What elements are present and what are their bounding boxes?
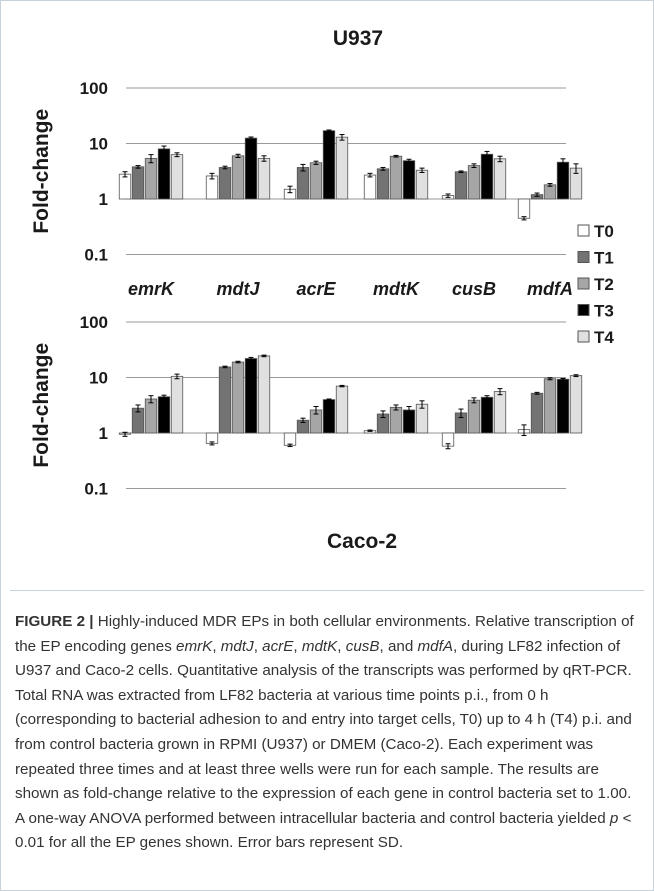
legend-swatch-t3 [577,304,590,316]
caption-italic-term: mdtJ [220,637,254,655]
bar-t4-mdtK [415,169,429,200]
category-label-cusB: cusB [452,279,496,299]
bar-t3-mdtK [402,160,416,200]
category-label-mdtJ: mdtJ [216,279,260,299]
y-tick-label: 0.1 [84,246,108,265]
caption-divider [10,590,644,591]
bar-t2-mdtK [389,155,403,200]
bar-t0-emrK [118,173,132,200]
figure-charts: U937 0.1 1 10 100 Fold-change emrK mdtJ acrE mdtK… [30,27,614,553]
legend-swatch-t1 [577,251,590,263]
bar-t4-mdtJ [257,355,271,434]
bar-t4-acrE [335,385,349,434]
y-tick-label: 10 [89,135,108,154]
bar-t1-mdtK [376,168,390,200]
bar-t3-mdfA [556,378,570,434]
category-label-emrK: emrK [128,279,176,299]
bar-t4-emrK [170,154,184,200]
bar-t2-emrK [144,157,158,200]
bar-t0-mdtK [363,174,377,200]
legend-swatch-t2 [577,277,590,290]
bar-t1-emrK [131,166,145,200]
legend-label-t1: T1 [594,249,614,268]
caption-body: Highly-induced MDR EPs in both cellular … [15,613,634,851]
y-tick-label: 100 [80,313,108,332]
bar-t3-emrK [157,148,171,200]
bar-t2-mdfA [543,184,557,200]
figure-label: FIGURE 2 | [15,613,94,630]
bar-t1-mdfA [530,392,544,434]
category-label-mdtK: mdtK [373,279,421,299]
bar-t1-acrE [296,167,310,200]
bar-t2-emrK [144,398,158,434]
legend-swatch-t0 [577,224,590,237]
bar-t0-mdfA [517,198,531,219]
bar-t3-cusB [480,396,494,434]
bar-t0-acrE [283,432,297,446]
caption-text: , [212,637,221,655]
bar-t3-mdtJ [244,137,258,200]
caption-text: , and [379,637,418,655]
caption-italic-term: acrE [262,637,294,655]
legend-swatch-t4 [577,330,590,343]
bar-t4-cusB [493,391,507,434]
legend-label-t3: T3 [594,302,614,321]
bar-t3-emrK [157,396,171,434]
legend-label-t0: T0 [594,222,614,241]
bar-t2-cusB [467,399,481,434]
y-axis-label: Fold-change [30,109,53,234]
bar-t2-mdtK [389,406,403,434]
bar-t4-cusB [493,158,507,200]
caption-text: , [253,637,263,655]
caption-italic-term: emrK [176,637,213,655]
legend-label-t2: T2 [594,275,614,294]
bar-t3-acrE [322,130,336,200]
y-tick-label: 1 [99,190,108,209]
caption-text: , [293,637,302,655]
bar-t3-acrE [322,399,336,434]
bar-t4-emrK [170,375,184,434]
y-tick-label: 0.1 [84,480,108,499]
bar-t2-mdfA [543,378,557,434]
bar-t4-mdfA [569,375,583,434]
bar-t2-mdtJ [231,361,245,434]
caption-text: , [337,637,346,655]
bar-t2-acrE [309,162,323,200]
caption-italic-term: p [609,809,619,827]
bar-t1-mdtJ [218,366,232,434]
caption-italic-term: mdfA [417,637,453,655]
bar-t4-acrE [335,136,349,200]
category-label-acrE: acrE [296,279,336,299]
chart-title-2: Caco-2 [327,530,397,553]
bar-t4-mdtJ [257,157,271,200]
y-tick-label: 100 [80,79,108,98]
figure-caption: FIGURE 2 | Highly-induced MDR EPs in bot… [15,610,640,856]
bar-t2-cusB [467,165,481,200]
caption-text: Highly-induced MDR EPs in both cellular … [15,613,634,655]
bar-t3-mdfA [556,161,570,200]
bar-t2-mdtJ [231,155,245,200]
y-tick-label: 1 [99,424,108,443]
caption-text: , during LF82 infection of U937 and Caco… [15,637,632,827]
caption-italic-term: mdtK [301,637,338,655]
bar-t1-cusB [454,171,468,200]
bar-t3-cusB [480,153,494,200]
caption-italic-term: cusB [345,637,380,655]
bar-t1-mdtJ [218,167,232,200]
y-axis-label: Fold-change [30,343,53,468]
bar-t3-mdtJ [244,358,258,434]
chart-title-1: U937 [333,27,383,50]
legend-label-t4: T4 [594,328,614,347]
y-tick-label: 10 [89,369,108,388]
caption-text: < 0.01 for all the EP genes shown. Error… [15,809,632,852]
category-label-mdfA: mdfA [527,279,573,299]
